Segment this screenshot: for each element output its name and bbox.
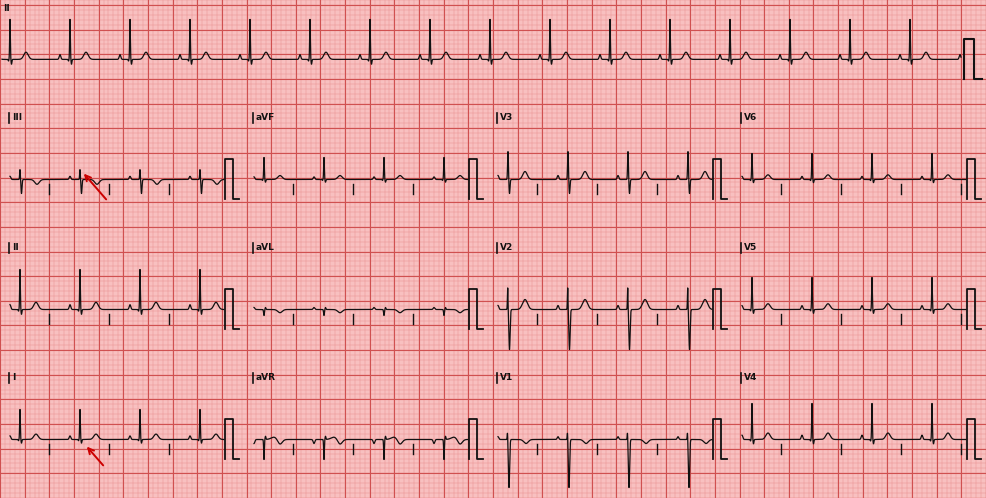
- Text: II: II: [12, 244, 19, 252]
- Text: V3: V3: [500, 114, 514, 123]
- Text: V2: V2: [500, 244, 514, 252]
- Text: aVR: aVR: [256, 374, 276, 382]
- Text: II: II: [3, 4, 10, 13]
- Text: aVF: aVF: [256, 114, 275, 123]
- Text: V6: V6: [744, 114, 757, 123]
- Text: III: III: [12, 114, 22, 123]
- Text: aVL: aVL: [256, 244, 275, 252]
- Text: V5: V5: [744, 244, 757, 252]
- Text: I: I: [12, 374, 16, 382]
- Text: V1: V1: [500, 374, 514, 382]
- Text: V4: V4: [744, 374, 757, 382]
